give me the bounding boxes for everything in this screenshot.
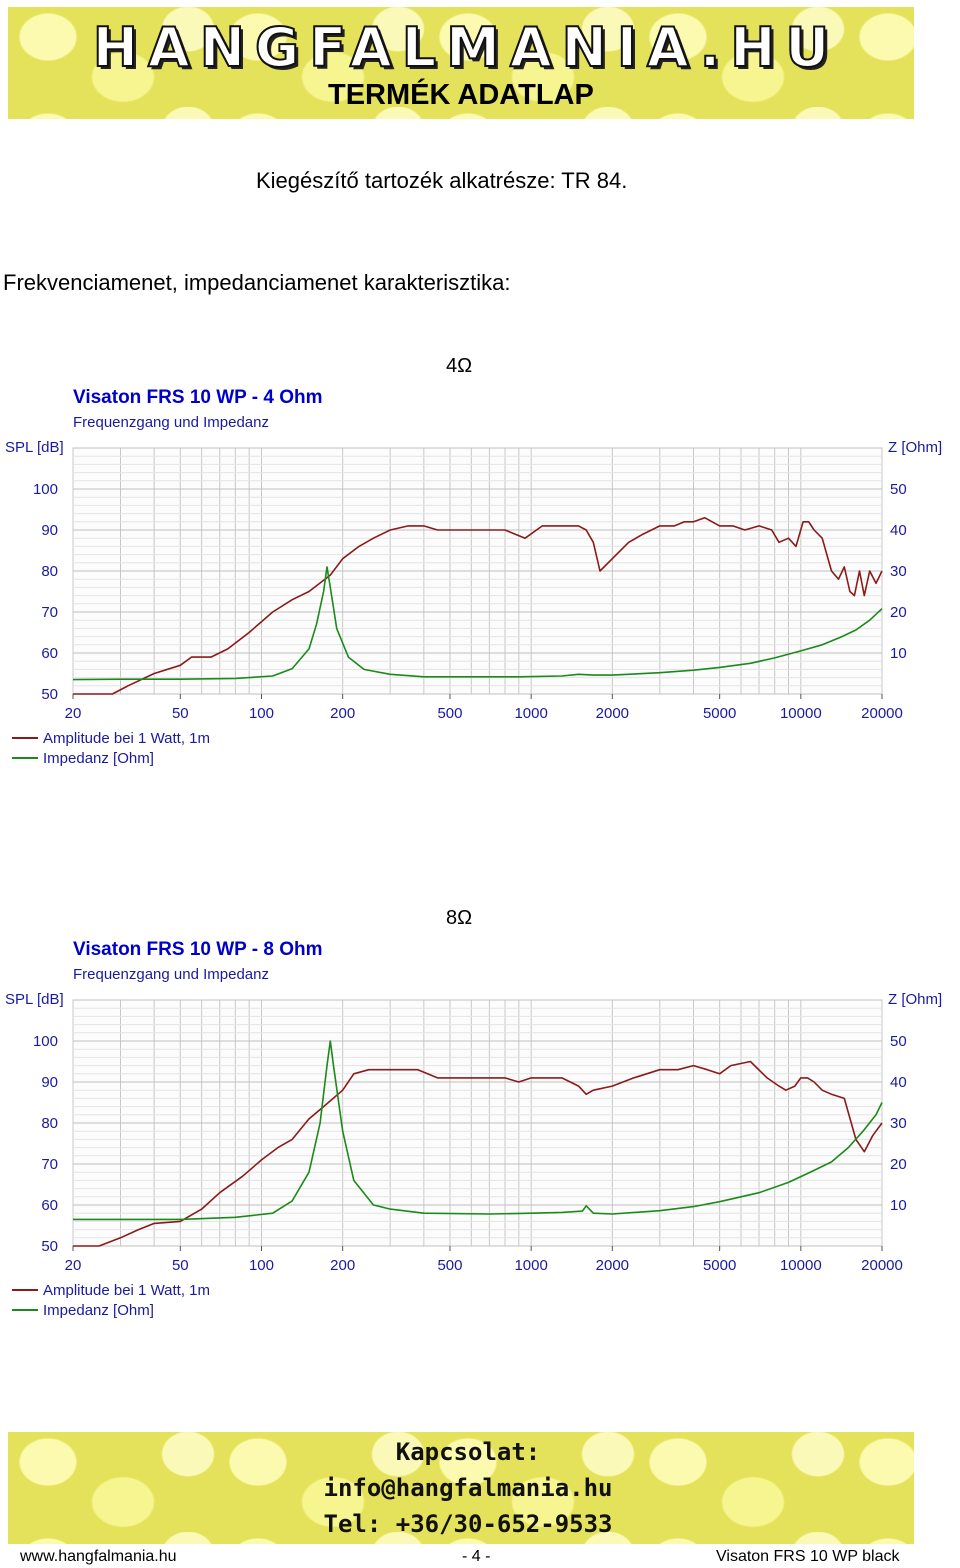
chart-subtitle: Frequenzgang und Impedanz bbox=[73, 414, 269, 431]
y2-axis-label: Z [Ohm] bbox=[888, 991, 942, 1008]
x-tick-label: 20000 bbox=[861, 1257, 903, 1274]
x-tick-label: 200 bbox=[330, 705, 355, 722]
x-tick-label: 100 bbox=[249, 705, 274, 722]
y-tick-label: 100 bbox=[33, 481, 58, 498]
y-tick-label: 100 bbox=[33, 1033, 58, 1050]
x-tick-label: 2000 bbox=[596, 1257, 629, 1274]
y-tick-label: 50 bbox=[41, 1238, 58, 1255]
y-tick-label: 80 bbox=[41, 563, 58, 580]
y2-tick-label: 10 bbox=[890, 645, 907, 662]
x-tick-label: 200 bbox=[330, 1257, 355, 1274]
chart-8ohm-svg: Visaton FRS 10 WP - 8 Ohm Frequenzgang un… bbox=[0, 932, 960, 1350]
x-tick-label: 10000 bbox=[780, 1257, 822, 1274]
y-tick-label: 70 bbox=[41, 604, 58, 621]
contact-title: Kapcsolat: bbox=[395, 1438, 541, 1466]
legend-label: Impedanz [Ohm] bbox=[43, 750, 154, 767]
x-tick-label: 20 bbox=[65, 1257, 82, 1274]
y-tick-label: 90 bbox=[41, 1074, 58, 1091]
footer-page-number: - 4 - bbox=[462, 1548, 491, 1565]
y-tick-label: 60 bbox=[41, 645, 58, 662]
y-axis-label: SPL [dB] bbox=[5, 991, 64, 1008]
legend-label: Amplitude bei 1 Watt, 1m bbox=[43, 730, 210, 747]
y2-tick-label: 50 bbox=[890, 481, 907, 498]
y2-tick-label: 40 bbox=[890, 1074, 907, 1091]
chart-title: Visaton FRS 10 WP - 4 Ohm bbox=[73, 387, 323, 408]
y-tick-label: 90 bbox=[41, 522, 58, 539]
x-tick-label: 1000 bbox=[514, 705, 547, 722]
series-line-amplitude bbox=[73, 516, 883, 695]
chart-4ohm-caption: 4Ω bbox=[446, 355, 473, 377]
y-tick-label: 50 bbox=[41, 686, 58, 703]
y2-tick-label: 30 bbox=[890, 563, 907, 580]
x-tick-label: 5000 bbox=[703, 1257, 736, 1274]
x-tick-label: 1000 bbox=[514, 1257, 547, 1274]
y-tick-label: 80 bbox=[41, 1115, 58, 1132]
chart-subtitle: Frequenzgang und Impedanz bbox=[73, 966, 269, 983]
y2-tick-label: 50 bbox=[890, 1033, 907, 1050]
series-line-amplitude bbox=[73, 1060, 883, 1247]
footer-product-name: Visaton FRS 10 WP black bbox=[716, 1548, 900, 1565]
contact-email-link[interactable]: info@hangfalmania.hu bbox=[323, 1474, 613, 1502]
y2-tick-label: 40 bbox=[890, 522, 907, 539]
legend-label: Impedanz [Ohm] bbox=[43, 1302, 154, 1319]
grid bbox=[72, 999, 883, 1247]
legend-label: Amplitude bei 1 Watt, 1m bbox=[43, 1282, 210, 1299]
grid bbox=[72, 447, 883, 695]
x-tick-label: 10000 bbox=[780, 705, 822, 722]
series-line-impedance bbox=[73, 1040, 883, 1221]
site-logo[interactable]: HANGFALMANIA.HU bbox=[92, 15, 840, 80]
x-tick-label: 5000 bbox=[703, 705, 736, 722]
y-tick-label: 70 bbox=[41, 1156, 58, 1173]
document-type-title: TERMÉK ADATLAP bbox=[328, 79, 594, 111]
section-heading: Frekvenciamenet, impedanciamenet karakte… bbox=[3, 270, 511, 295]
x-tick-label: 100 bbox=[249, 1257, 274, 1274]
x-tick-label: 20 bbox=[65, 705, 82, 722]
y2-tick-label: 20 bbox=[890, 1156, 907, 1173]
x-tick-label: 50 bbox=[172, 705, 189, 722]
footer-url-link[interactable]: www.hangfalmania.hu bbox=[20, 1548, 177, 1565]
x-tick-label: 500 bbox=[437, 1257, 462, 1274]
y2-tick-label: 10 bbox=[890, 1197, 907, 1214]
contact-phone: Tel: +36/30-652-9533 bbox=[323, 1510, 613, 1538]
y2-axis-label: Z [Ohm] bbox=[888, 439, 942, 456]
header-banner: HANGFALMANIA.HU TERMÉK ADATLAP bbox=[8, 7, 914, 119]
frequency-chart-4ohm: Visaton FRS 10 WP - 4 Ohm Frequenzgang un… bbox=[0, 380, 960, 798]
y-tick-label: 60 bbox=[41, 1197, 58, 1214]
x-tick-label: 20000 bbox=[861, 705, 903, 722]
y-axis-label: SPL [dB] bbox=[5, 439, 64, 456]
y2-tick-label: 20 bbox=[890, 604, 907, 621]
contact-banner: Kapcsolat: info@hangfalmania.hu Tel: +36… bbox=[8, 1432, 914, 1544]
x-tick-label: 50 bbox=[172, 1257, 189, 1274]
chart-title: Visaton FRS 10 WP - 8 Ohm bbox=[73, 939, 323, 960]
x-tick-label: 2000 bbox=[596, 705, 629, 722]
accessory-line: Kiegészítő tartozék alkatrésze: TR 84. bbox=[256, 168, 628, 193]
x-tick-label: 500 bbox=[437, 705, 462, 722]
chart-8ohm-caption: 8Ω bbox=[446, 907, 473, 929]
frequency-chart-8ohm: Visaton FRS 10 WP - 8 Ohm Frequenzgang un… bbox=[0, 932, 960, 1350]
chart-4ohm-svg: Visaton FRS 10 WP - 4 Ohm Frequenzgang un… bbox=[0, 380, 960, 798]
y2-tick-label: 30 bbox=[890, 1115, 907, 1132]
series-line-impedance bbox=[72, 566, 883, 681]
